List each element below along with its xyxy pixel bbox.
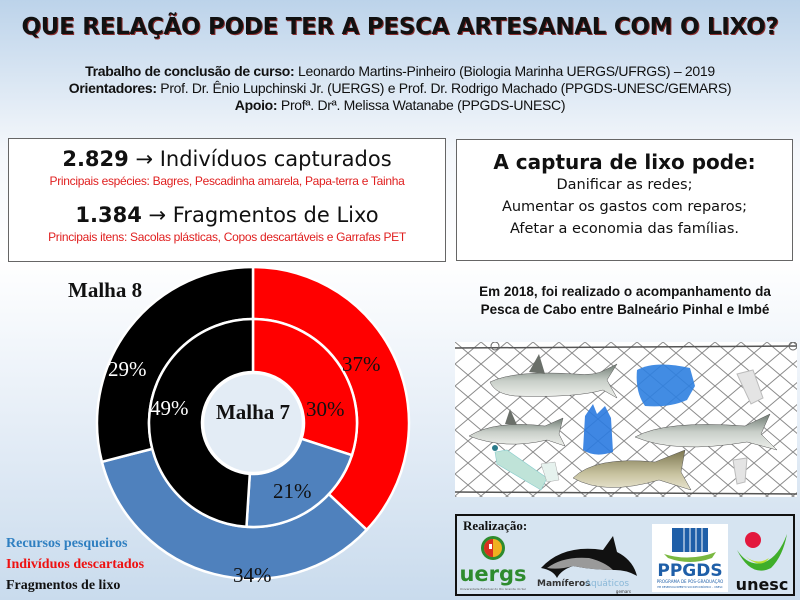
donut-hole	[201, 371, 305, 475]
double-donut-chart	[95, 265, 411, 581]
legend-lixo: Fragmentos de lixo	[6, 578, 121, 593]
impact-title: A captura de lixo pode:	[493, 150, 756, 174]
outer-lixo-pct: 29%	[108, 357, 147, 381]
value: 29	[108, 357, 129, 381]
credit-label: Trabalho de conclusão de curso:	[85, 63, 295, 79]
outer-descartados-pct: 37%	[342, 352, 381, 376]
value: 34	[233, 563, 254, 587]
ppgds-building-icon: PPGDS PROGRAMA DE PÓS-GRADUAÇÃO EM DESEN…	[657, 528, 724, 589]
captured-label: → Indivíduos capturados	[128, 147, 392, 171]
captured-number: 2.829	[62, 147, 129, 171]
credit-text: Prof. Dr. Ênio Lupchinski Jr. (UERGS) e …	[156, 80, 732, 96]
stats-box: 2.829 → Indivíduos capturados Principais…	[8, 138, 446, 262]
dolphin-icon: Mamíferos Aquáticos gemars	[537, 536, 637, 594]
value: 49	[150, 396, 171, 420]
value: 30	[306, 397, 327, 421]
svg-text:Mamíferos: Mamíferos	[537, 579, 591, 589]
trash-detail: Principais itens: Sacolas plásticas, Cop…	[48, 230, 406, 244]
ppgds-logo: PPGDS PROGRAMA DE PÓS-GRADUAÇÃO EM DESEN…	[652, 524, 728, 592]
trash-label: → Fragmentos de Lixo	[141, 203, 379, 227]
legend-recursos: Recursos pesqueiros	[6, 536, 128, 551]
inner-descartados-pct: 30%	[306, 397, 345, 421]
note-line: Pesca de Cabo entre Balneário Pinhal e I…	[480, 302, 770, 317]
credit-label: Apoio:	[234, 97, 278, 113]
credit-line-orientadores: Orientadores: Prof. Dr. Ênio Lupchinski …	[0, 80, 800, 97]
trash-number: 1.384	[75, 203, 142, 227]
unesc-emblem-icon: unesc	[736, 532, 789, 594]
svg-text:EM DESENVOLVIMENTO SOCIOECONÔM: EM DESENVOLVIMENTO SOCIOECONÔMICO – UNES…	[657, 584, 723, 589]
credit-label: Orientadores:	[68, 80, 157, 96]
inner-lixo-pct: 49%	[150, 396, 189, 420]
credit-text: Profª. Drª. Melissa Watanabe (PPGDS-UNES…	[277, 97, 566, 113]
page-title: QUE RELAÇÃO PODE TER A PESCA ARTESANAL C…	[21, 14, 779, 40]
note-line: Em 2018, foi realizado o acompanhamento …	[479, 284, 771, 299]
net-illustration	[455, 342, 797, 497]
captured-stat: 2.829 → Indivíduos capturados	[9, 147, 445, 171]
study-note: Em 2018, foi realizado o acompanhamento …	[450, 283, 800, 319]
svg-text:PROGRAMA DE PÓS-GRADUAÇÃO: PROGRAMA DE PÓS-GRADUAÇÃO	[657, 579, 724, 584]
mamiferos-aquaticos-logo: Mamíferos Aquáticos gemars	[533, 530, 645, 594]
realizacao-box: Realização: uergs Universidade Estadual …	[455, 514, 795, 596]
credit-text: Leonardo Martins-Pinheiro (Biologia Mari…	[294, 63, 715, 79]
value: 21	[273, 479, 294, 503]
svg-text:Universidade Estadual do Rio G: Universidade Estadual do Rio Grande do S…	[460, 587, 526, 591]
malha-8-label: Malha 8	[68, 278, 143, 302]
credit-line-tcc: Trabalho de conclusão de curso: Leonardo…	[0, 63, 800, 80]
credit-line-apoio: Apoio: Profª. Drª. Melissa Watanabe (PPG…	[0, 97, 800, 114]
outer-recursos-pct: 34%	[233, 563, 272, 587]
svg-text:gemars: gemars	[616, 589, 631, 594]
fish-and-trash-photo	[455, 342, 797, 497]
impact-item: Danificar as redes;	[556, 177, 693, 193]
uergs-logo: uergs Universidade Estadual do Rio Grand…	[459, 534, 531, 594]
captured-detail: Principais espécies: Bagres, Pescadinha …	[49, 174, 405, 188]
impact-item: Afetar a economia das famílias.	[509, 221, 740, 237]
legend-descartados: Indivíduos descartados	[6, 557, 145, 572]
trash-stat: 1.384 → Fragmentos de Lixo	[9, 203, 445, 227]
inner-recursos-pct: 21%	[273, 479, 312, 503]
impact-box: A captura de lixo pode: Danificar as red…	[456, 139, 793, 261]
realizacao-label: Realização:	[463, 518, 528, 533]
svg-text:PPGDS: PPGDS	[657, 561, 722, 581]
malha-7-label: Malha 7	[215, 400, 291, 424]
svg-text:Aquáticos: Aquáticos	[585, 579, 629, 589]
impact-item: Aumentar os gastos com reparos;	[501, 199, 748, 215]
svg-text:unesc: unesc	[736, 575, 789, 594]
credits: Trabalho de conclusão de curso: Leonardo…	[0, 63, 800, 114]
uergs-emblem-icon: uergs Universidade Estadual do Rio Grand…	[459, 536, 527, 591]
value: 37	[342, 352, 363, 376]
unesc-logo: unesc	[731, 526, 793, 594]
svg-text:uergs: uergs	[459, 562, 526, 586]
donut-rings	[95, 265, 411, 581]
